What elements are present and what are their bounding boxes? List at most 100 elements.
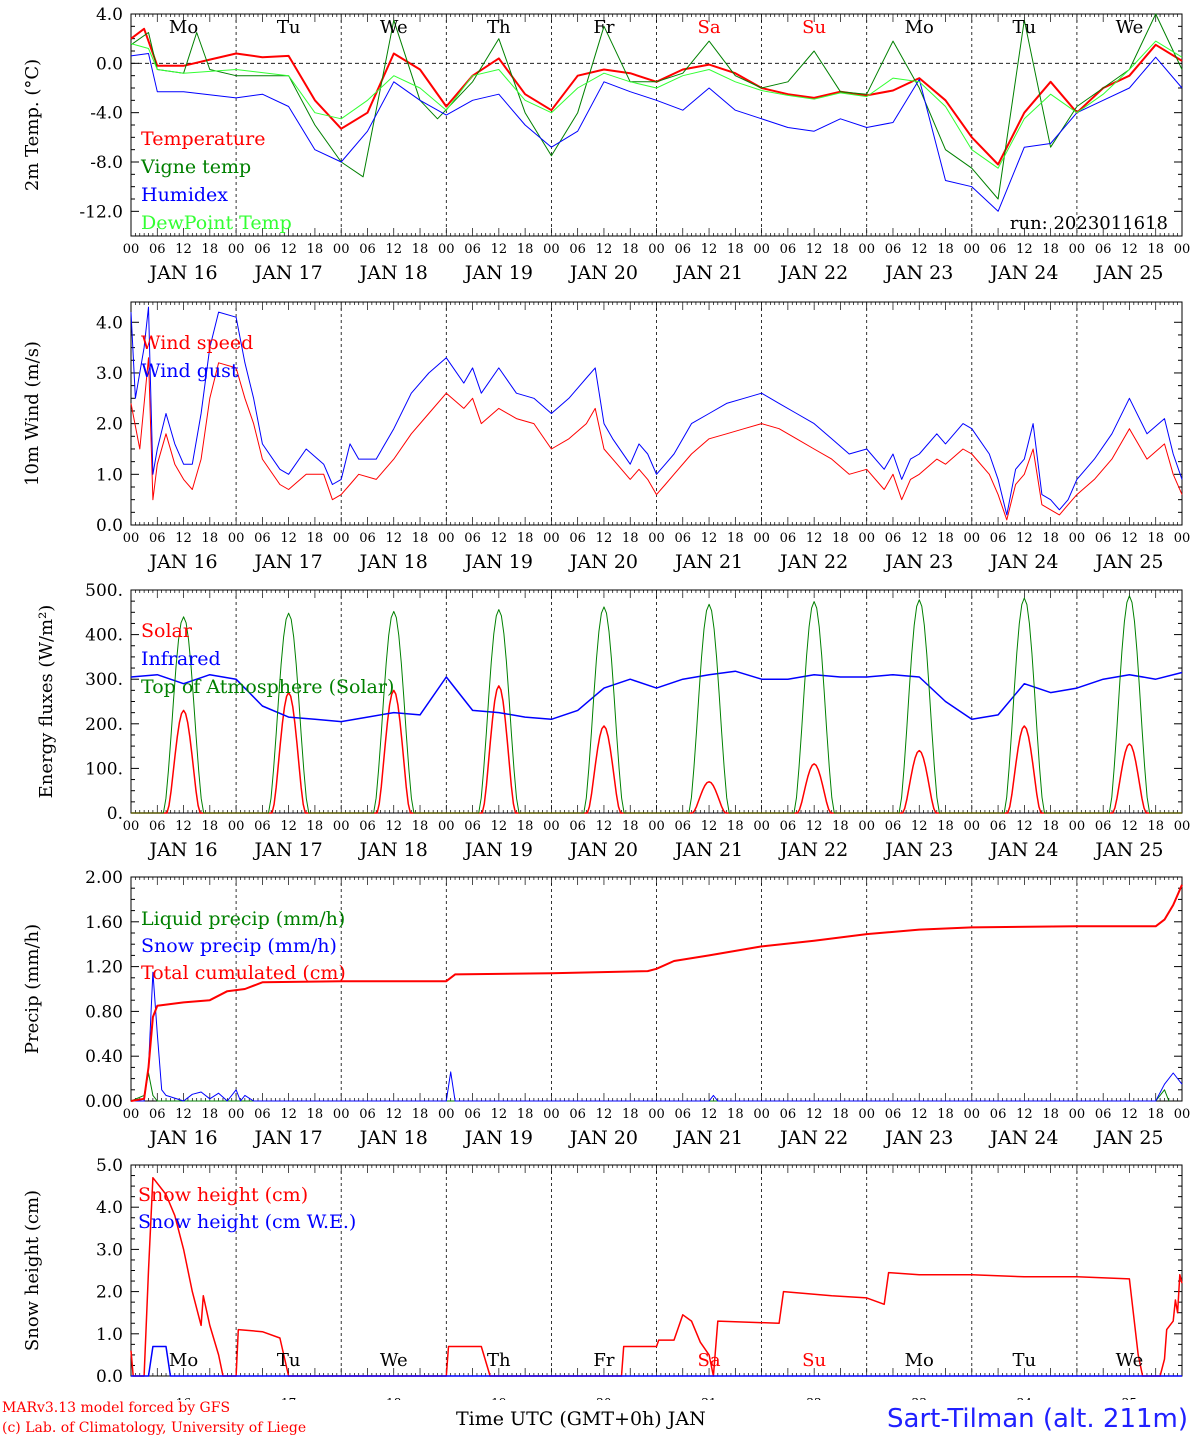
- y-axis-label: 2m Temp. (°C): [22, 59, 43, 191]
- y-tick-label: 2.0: [96, 415, 123, 435]
- x-date-label: JAN 21: [673, 1127, 743, 1149]
- x-hour-label: 06: [885, 242, 902, 257]
- legend-entry: Total cumulated (cm): [141, 962, 346, 984]
- x-hour-label: 06: [359, 1107, 376, 1122]
- x-hour-label: 18: [622, 1107, 639, 1122]
- panel-frame: [130, 589, 1183, 814]
- x-date-label: JAN 20: [568, 551, 638, 573]
- x-hour-label: 06: [149, 242, 166, 257]
- x-hour-label: 06: [675, 242, 692, 257]
- series-line-total-cumulated-cm: [130, 884, 1183, 1102]
- x-date-label: JAN 16: [147, 551, 217, 573]
- x-hour-label: 12: [1121, 531, 1138, 546]
- x-hour-label: 18: [727, 1107, 744, 1122]
- x-hour-label: 00: [123, 1107, 140, 1122]
- weekday-label: Th: [487, 1350, 511, 1371]
- x-hour-label: 18: [1042, 242, 1059, 257]
- series-line-top-of-atmosphere-solar: [131, 595, 1182, 814]
- x-date-label: JAN 25: [1093, 262, 1163, 284]
- y-tick-label: 0.: [107, 804, 123, 824]
- x-hour-label: 00: [123, 242, 140, 257]
- x-hour-label: 18: [1042, 531, 1059, 546]
- y-tick-label: -4.0: [90, 104, 123, 124]
- y-tick-label: 5.0: [96, 1156, 123, 1176]
- x-hour-label: 00: [858, 531, 875, 546]
- x-date-label: JAN 19: [463, 551, 533, 573]
- y-tick-label: 1.60: [85, 913, 123, 933]
- x-date-label: JAN 23: [883, 262, 953, 284]
- weekday-label: Tu: [1013, 17, 1037, 38]
- legend-entry: Vigne temp: [140, 156, 251, 178]
- x-hour-label: 00: [333, 819, 350, 834]
- x-hour-label: 12: [280, 1107, 297, 1122]
- x-hour-label: 00: [543, 819, 560, 834]
- panel-precip: [130, 876, 1183, 1102]
- x-date-label: JAN 24: [988, 262, 1058, 284]
- x-date-label: JAN 17: [253, 551, 323, 573]
- x-date-label: JAN 18: [358, 1127, 428, 1149]
- weekday-label: Mo: [169, 1350, 198, 1371]
- x-hour-label: 18: [202, 531, 219, 546]
- x-hour-label: 12: [806, 242, 823, 257]
- x-date-label: JAN 24: [988, 1127, 1058, 1149]
- x-hour-label: 12: [175, 242, 192, 257]
- y-tick-label: 4.0: [96, 313, 123, 333]
- x-hour-label: 00: [543, 242, 560, 257]
- x-hour-label: 12: [596, 242, 613, 257]
- x-hour-label: 12: [1121, 819, 1138, 834]
- copyright-credit: (c) Lab. of Climatology, University of L…: [2, 1420, 307, 1436]
- y-tick-label: 4.0: [96, 5, 123, 25]
- x-hour-label: 12: [175, 531, 192, 546]
- y-tick-label: 0.0: [96, 1367, 123, 1387]
- x-hour-label: 18: [1042, 819, 1059, 834]
- x-hour-label: 06: [149, 531, 166, 546]
- panel-frame: [130, 301, 1183, 526]
- x-day-number: 20: [596, 1396, 611, 1400]
- x-hour-label: 06: [254, 819, 271, 834]
- x-hour-label: 00: [123, 819, 140, 834]
- weekday-label: Mo: [169, 17, 198, 38]
- x-hour-label: 12: [280, 531, 297, 546]
- x-day-number: 25: [1122, 1396, 1137, 1400]
- legend-entry: Snow precip (mm/h): [141, 935, 337, 957]
- y-tick-label: -8.0: [90, 153, 123, 173]
- x-hour-label: 18: [832, 1107, 849, 1122]
- x-hour-label: 18: [412, 531, 429, 546]
- x-hour-label: 12: [1016, 1107, 1033, 1122]
- weekday-label: Mo: [905, 17, 934, 38]
- x-date-label: JAN 24: [988, 839, 1058, 861]
- x-day-number: 17: [281, 1396, 296, 1400]
- legend-entry: DewPoint Temp: [141, 212, 292, 234]
- x-date-label: JAN 25: [1093, 839, 1163, 861]
- weekday-label: Mo: [905, 1350, 934, 1371]
- x-hour-label: 06: [359, 242, 376, 257]
- weekday-label: Su: [802, 1350, 826, 1371]
- x-date-label: JAN 20: [568, 1127, 638, 1149]
- series-line-infrared: [130, 670, 1183, 723]
- x-day-number: 18: [386, 1396, 401, 1400]
- x-hour-label: 06: [1095, 819, 1112, 834]
- y-tick-label: 0.0: [96, 54, 123, 74]
- x-date-label: JAN 16: [147, 1127, 217, 1149]
- y-tick-label: 3.0: [96, 1240, 123, 1260]
- weekday-label: Tu: [277, 1350, 301, 1371]
- x-hour-label: 06: [149, 819, 166, 834]
- x-hour-label: 00: [1174, 1107, 1191, 1122]
- x-hour-label: 00: [543, 1107, 560, 1122]
- x-hour-label: 12: [911, 242, 928, 257]
- series-line-dewpoint-temp: [130, 40, 1183, 169]
- x-hour-label: 12: [806, 1107, 823, 1122]
- y-tick-label: 4.0: [96, 1198, 123, 1218]
- time-axis-label: Time UTC (GMT+0h) JAN: [456, 1408, 706, 1430]
- x-date-label: JAN 22: [778, 262, 848, 284]
- x-hour-label: 12: [596, 531, 613, 546]
- panel-wind: [130, 301, 1183, 526]
- panel-snow: [130, 1164, 1183, 1377]
- y-tick-label: 200.: [85, 715, 123, 735]
- y-tick-label: 1.0: [96, 1325, 123, 1345]
- series-line-temperature: [130, 27, 1183, 166]
- weekday-label: We: [380, 1350, 408, 1371]
- x-hour-label: 18: [202, 1107, 219, 1122]
- x-date-label: JAN 19: [463, 839, 533, 861]
- series-line-vigne-temp: [130, 13, 1183, 200]
